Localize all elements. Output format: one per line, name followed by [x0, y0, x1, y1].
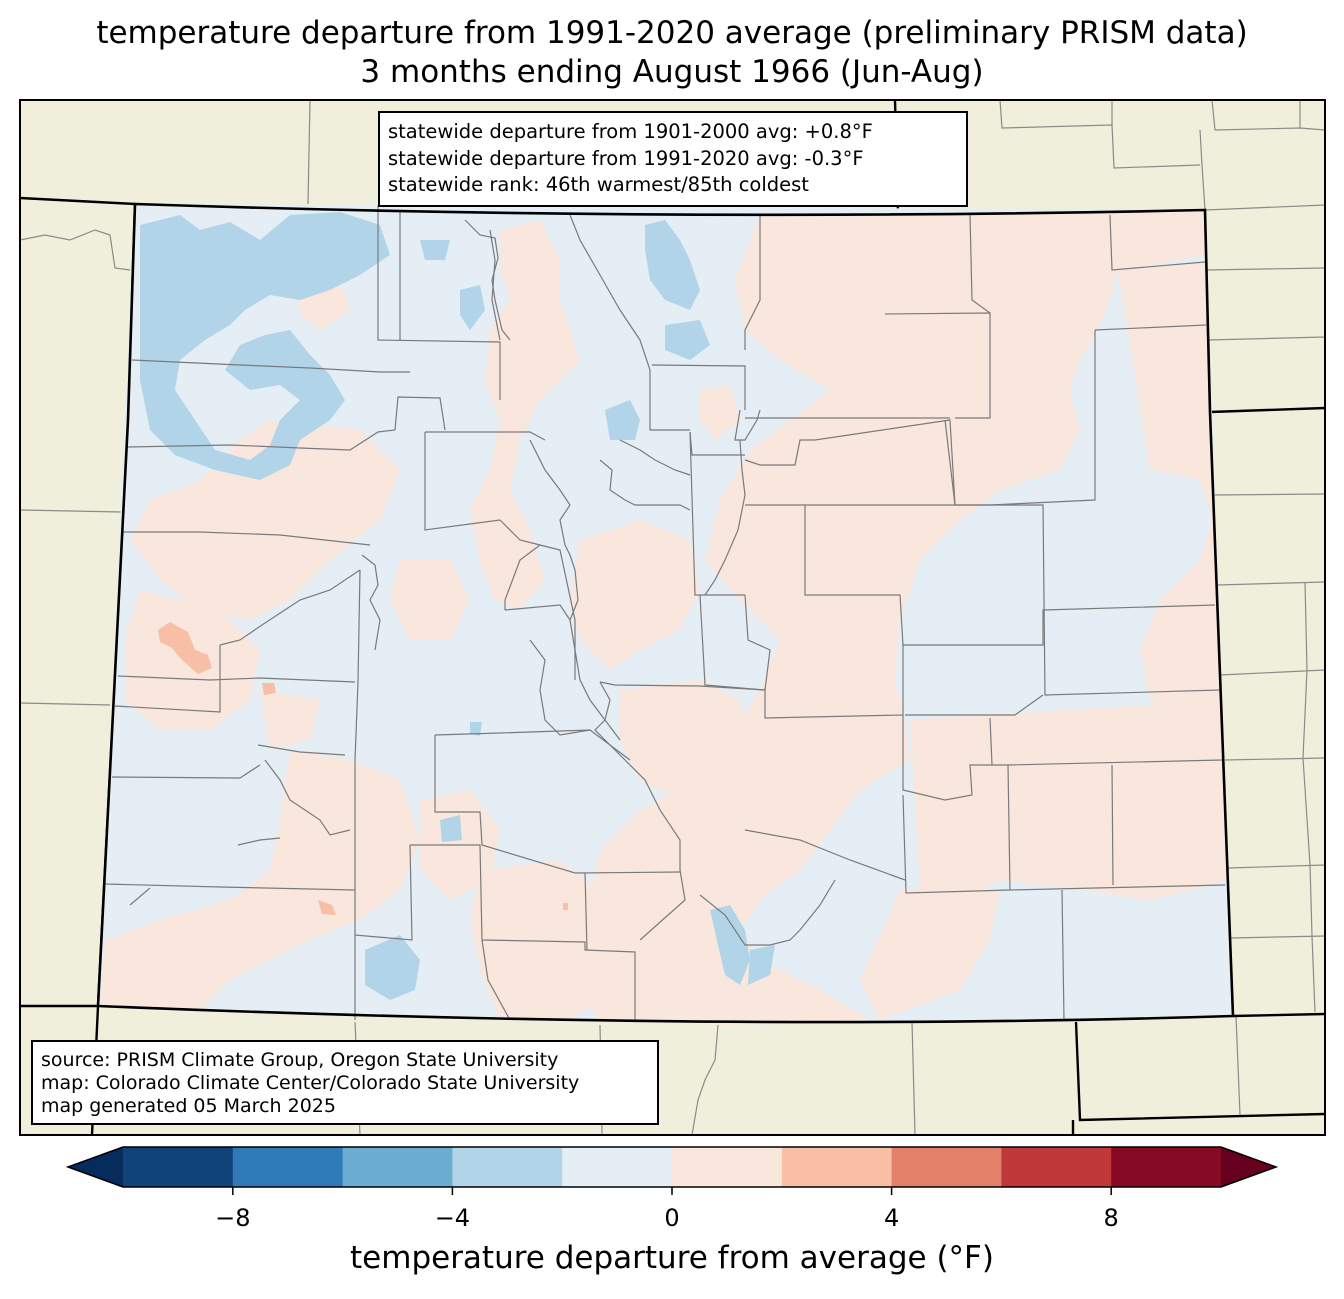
colorbar-segment — [891, 1147, 1002, 1187]
colorado-state-border — [96, 202, 1235, 1024]
stats-departure-1901-2000: statewide departure from 1901-2000 avg: … — [388, 120, 873, 143]
stats-departure-1991-2020: statewide departure from 1991-2020 avg: … — [388, 146, 864, 170]
colorbar-segment — [342, 1147, 453, 1187]
statewide-stats-box: statewide departure from 1901-2000 avg: … — [378, 111, 968, 207]
colorbar-segment — [562, 1147, 673, 1187]
warm-areas — [158, 622, 568, 915]
colorbar-extend-high — [1221, 1147, 1276, 1187]
colorbar-tick-label: 0 — [664, 1204, 680, 1232]
map-subtitle: 3 months ending August 1966 (Jun-Aug) — [360, 54, 984, 90]
colorbar-tick-label: 8 — [1103, 1204, 1119, 1232]
colorbar-segment — [1111, 1147, 1222, 1187]
colorbar — [65, 1146, 1279, 1195]
map-title: temperature departure from 1991-2020 ave… — [96, 15, 1248, 51]
temperature-departure-field — [98, 204, 1233, 1025]
cool-areas — [140, 212, 775, 1000]
colorbar-extend-low — [68, 1147, 123, 1187]
credits-box: source: PRISM Climate Group, Oregon Stat… — [31, 1040, 659, 1125]
colorbar-segment — [1001, 1147, 1112, 1187]
colorbar-segment — [232, 1147, 344, 1187]
colorbar-outline — [65, 1146, 1279, 1188]
credits-map: map: Colorado Climate Center/Colorado St… — [41, 1072, 580, 1094]
colorbar-tick-label: −8 — [215, 1204, 251, 1232]
colorbar-segment — [672, 1147, 783, 1187]
stats-rank: statewide rank: 46th warmest/85th coldes… — [388, 173, 809, 196]
colorbar-segment — [452, 1147, 563, 1187]
colorbar-tick-label: −4 — [434, 1204, 471, 1232]
credits-source: source: PRISM Climate Group, Oregon Stat… — [41, 1049, 559, 1071]
colorbar-segment — [781, 1147, 893, 1187]
colorado-winding-county-lines — [361, 219, 761, 870]
colorbar-label: temperature departure from average (°F) — [350, 1240, 994, 1276]
colorbar-segment — [123, 1147, 234, 1187]
map-frame — [19, 99, 1326, 1136]
credits-generated: map generated 05 March 2025 — [41, 1095, 336, 1117]
colorbar-tick-label: 4 — [883, 1204, 900, 1232]
